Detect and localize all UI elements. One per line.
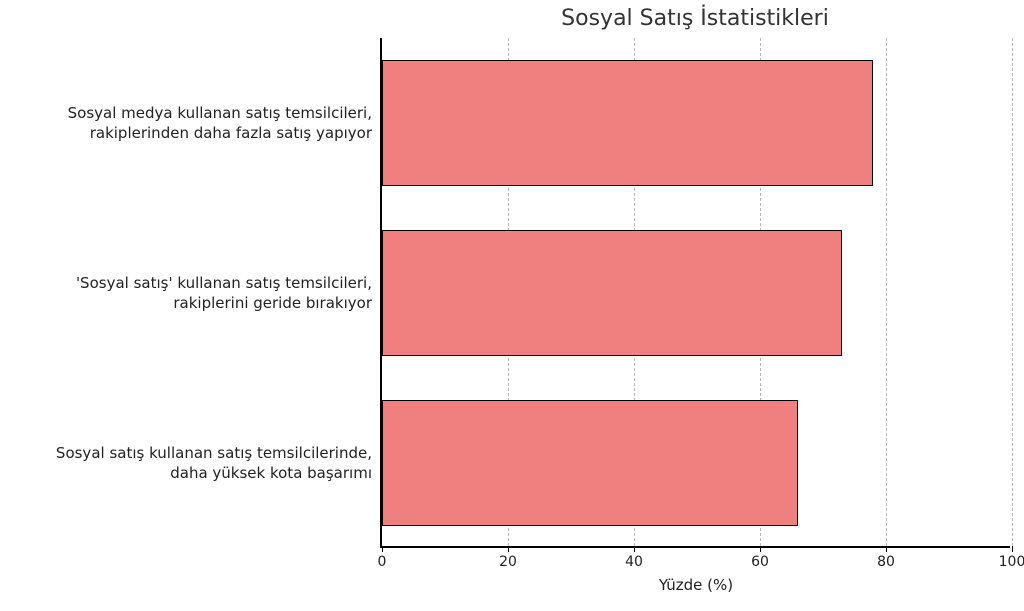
plot-area: 020406080100Sosyal medya kullanan satış …: [380, 38, 1010, 548]
ytick-label: Sosyal satış kullanan satış temsilcileri…: [56, 400, 382, 526]
bar: [382, 60, 873, 186]
x-axis-label: Yüzde (%): [382, 546, 1010, 594]
bar: [382, 230, 842, 356]
bar: [382, 400, 798, 526]
ytick-label: Sosyal medya kullanan satış temsilcileri…: [68, 60, 382, 186]
gridline: [886, 38, 887, 546]
chart-container: Sosyal Satış İstatistikleri 020406080100…: [0, 0, 1024, 611]
ytick-label: 'Sosyal satış' kullanan satış temsilcile…: [76, 230, 382, 356]
chart-title: Sosyal Satış İstatistikleri: [380, 6, 1010, 31]
gridline: [1012, 38, 1013, 546]
